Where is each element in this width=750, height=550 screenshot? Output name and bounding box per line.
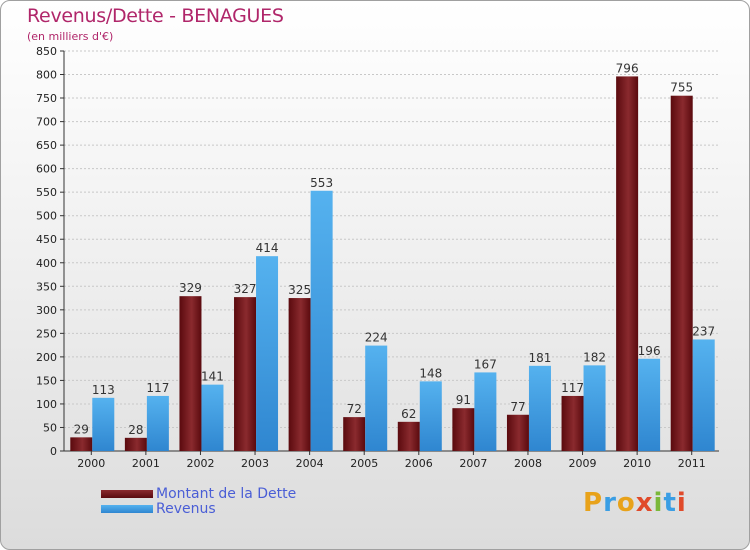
logo-letter: o — [616, 488, 636, 518]
data-label: 117 — [146, 381, 169, 395]
data-label: 182 — [583, 350, 606, 364]
data-label: 117 — [561, 381, 584, 395]
bar-revenus — [92, 397, 115, 451]
data-label: 113 — [92, 383, 115, 397]
data-labels: 29 113 28 117 329 141 327 414 325 553 72 224 62 148 91… — [74, 61, 716, 436]
y-tick-label: 300 — [36, 304, 57, 317]
bar-revenus — [256, 256, 279, 451]
y-tick-label: 600 — [36, 163, 57, 176]
bar-dette — [506, 414, 529, 451]
legend-swatch-revenus — [101, 505, 153, 513]
x-tick-label: 2009 — [569, 457, 597, 470]
data-label: 28 — [128, 423, 143, 437]
bar-dette — [670, 95, 693, 452]
bar-dette — [452, 408, 475, 451]
y-tick-label: 250 — [36, 327, 57, 340]
y-tick-label: 850 — [36, 45, 57, 58]
proxiti-logo: Proxiti — [583, 488, 687, 518]
x-tick-label: 2001 — [132, 457, 160, 470]
data-label: 196 — [638, 344, 661, 358]
y-tick-label: 700 — [36, 116, 57, 129]
logo-letter: t — [663, 488, 677, 518]
data-label: 325 — [288, 283, 311, 297]
logo-letter: i — [653, 488, 664, 518]
chart-subtitle: (en milliers d'€) — [27, 30, 114, 43]
x-tick-label: 2000 — [77, 457, 105, 470]
data-label: 148 — [419, 366, 442, 380]
bar-revenus — [146, 395, 169, 451]
y-tick-label: 550 — [36, 186, 57, 199]
x-tick-label: 2010 — [623, 457, 651, 470]
bar-dette — [234, 297, 257, 451]
y-tick-label: 750 — [36, 92, 57, 105]
x-tick-label: 2007 — [459, 457, 487, 470]
data-label: 72 — [347, 402, 362, 416]
bar-dette — [179, 296, 202, 451]
bar-dette — [561, 395, 584, 451]
bar-dette — [70, 437, 93, 451]
legend-label-dette: Montant de la Dette — [156, 486, 297, 502]
data-label: 62 — [401, 407, 416, 421]
axes: 0 50 100 150 200 250 300 350 400 450 500 550 600 650 7… — [36, 45, 719, 470]
bar-revenus — [638, 358, 661, 451]
y-tick-label: 0 — [50, 445, 57, 458]
grid-lines — [64, 50, 719, 452]
data-label: 167 — [474, 357, 497, 371]
y-tick-label: 650 — [36, 139, 57, 152]
data-label: 91 — [456, 393, 471, 407]
bar-dette — [124, 437, 147, 451]
x-tick-label: 2002 — [186, 457, 214, 470]
y-tick-label: 800 — [36, 69, 57, 82]
data-label: 224 — [365, 331, 388, 345]
bar-revenus — [365, 345, 388, 451]
x-tick-label: 2003 — [241, 457, 269, 470]
data-label: 553 — [310, 176, 333, 190]
y-tick-label: 350 — [36, 280, 57, 293]
y-tick-label: 450 — [36, 233, 57, 246]
data-label: 755 — [670, 81, 693, 95]
bar-revenus — [201, 384, 224, 451]
y-tick-label: 150 — [36, 374, 57, 387]
logo-letter: r — [603, 488, 617, 518]
legend-swatch-dette — [101, 490, 153, 498]
data-label: 327 — [234, 282, 257, 296]
bar-revenus — [583, 365, 606, 451]
y-tick-label: 500 — [36, 210, 57, 223]
y-tick-label: 50 — [43, 421, 57, 434]
data-label: 29 — [74, 422, 89, 436]
y-tick-label: 100 — [36, 398, 57, 411]
data-label: 796 — [616, 61, 639, 75]
logo-letter: i — [676, 488, 687, 518]
bar-revenus — [419, 381, 442, 451]
x-tick-label: 2011 — [678, 457, 706, 470]
bar-dette — [343, 417, 366, 451]
y-tick-label: 200 — [36, 351, 57, 364]
bar-dette — [288, 298, 311, 451]
data-label: 414 — [256, 241, 279, 255]
data-label: 329 — [179, 281, 202, 295]
data-label: 237 — [692, 324, 715, 338]
logo-letter: x — [635, 488, 654, 518]
x-tick-label: 2004 — [296, 457, 324, 470]
data-label: 141 — [201, 370, 224, 384]
bar-revenus — [310, 190, 333, 451]
legend-label-revenus: Revenus — [156, 501, 216, 517]
bar-dette — [397, 421, 420, 451]
bar-revenus — [528, 365, 551, 451]
bar-revenus — [474, 372, 497, 451]
data-label: 181 — [529, 351, 552, 365]
bar-revenus — [692, 339, 715, 451]
x-tick-label: 2008 — [514, 457, 542, 470]
bar-dette — [616, 76, 639, 451]
x-tick-label: 2005 — [350, 457, 378, 470]
y-tick-label: 400 — [36, 257, 57, 270]
logo-letter: P — [583, 488, 604, 518]
data-label: 77 — [510, 400, 525, 414]
x-tick-label: 2006 — [405, 457, 433, 470]
bars — [70, 76, 715, 452]
chart-title: Revenus/Dette - BENAGUES — [27, 5, 284, 27]
